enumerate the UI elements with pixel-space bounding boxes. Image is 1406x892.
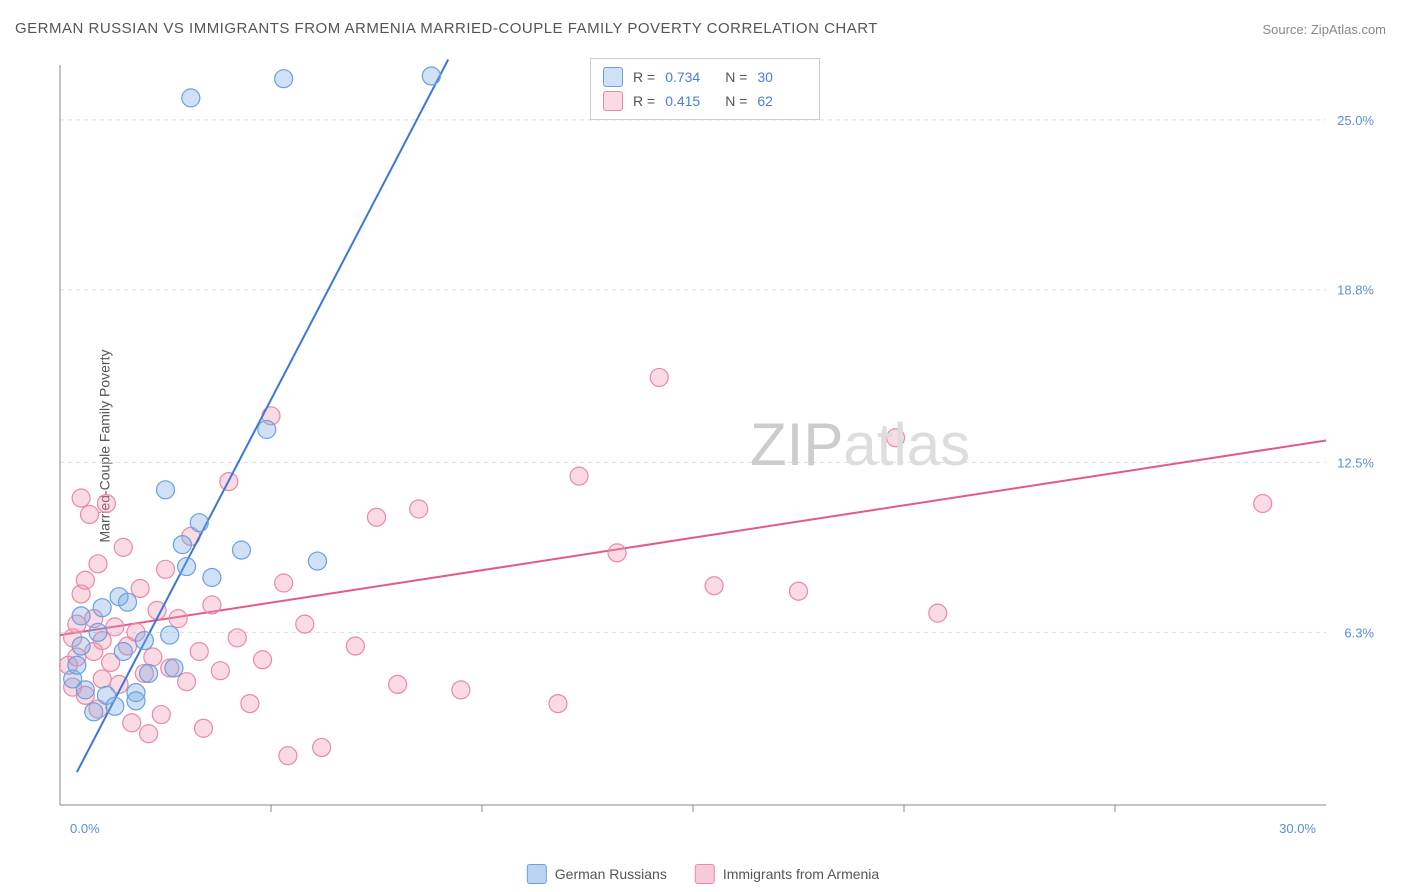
swatch-1 (527, 864, 547, 884)
scatter-plot-svg: 6.3% 12.5% 18.8% 25.0% 0.0% 30.0% (50, 55, 1386, 845)
chart-container: GERMAN RUSSIAN VS IMMIGRANTS FROM ARMENI… (0, 0, 1406, 892)
source-attribution: Source: ZipAtlas.com (1262, 22, 1386, 37)
n-label: N = (725, 69, 747, 85)
correlation-legend: R = 0.734 N = 30 R = 0.415 N = 62 (590, 58, 820, 120)
r-label: R = (633, 69, 655, 85)
svg-text:6.3%: 6.3% (1344, 625, 1374, 640)
series-legend: German Russians Immigrants from Armenia (527, 864, 879, 884)
plot-area: 6.3% 12.5% 18.8% 25.0% 0.0% 30.0% (50, 55, 1386, 845)
swatch-2 (695, 864, 715, 884)
n-value-1: 30 (757, 69, 807, 85)
svg-text:30.0%: 30.0% (1279, 821, 1316, 836)
svg-text:25.0%: 25.0% (1337, 113, 1374, 128)
n-label: N = (725, 93, 747, 109)
swatch-series-2 (603, 91, 623, 111)
legend-item-1: German Russians (527, 864, 667, 884)
r-label: R = (633, 93, 655, 109)
n-value-2: 62 (757, 93, 807, 109)
legend-label-2: Immigrants from Armenia (723, 866, 879, 882)
legend-row-series-1: R = 0.734 N = 30 (603, 65, 807, 89)
r-value-1: 0.734 (665, 69, 715, 85)
svg-text:0.0%: 0.0% (70, 821, 100, 836)
legend-row-series-2: R = 0.415 N = 62 (603, 89, 807, 113)
svg-text:12.5%: 12.5% (1337, 455, 1374, 470)
svg-text:18.8%: 18.8% (1337, 283, 1374, 298)
swatch-series-1 (603, 67, 623, 87)
chart-title: GERMAN RUSSIAN VS IMMIGRANTS FROM ARMENI… (15, 20, 878, 37)
r-value-2: 0.415 (665, 93, 715, 109)
legend-label-1: German Russians (555, 866, 667, 882)
legend-item-2: Immigrants from Armenia (695, 864, 879, 884)
